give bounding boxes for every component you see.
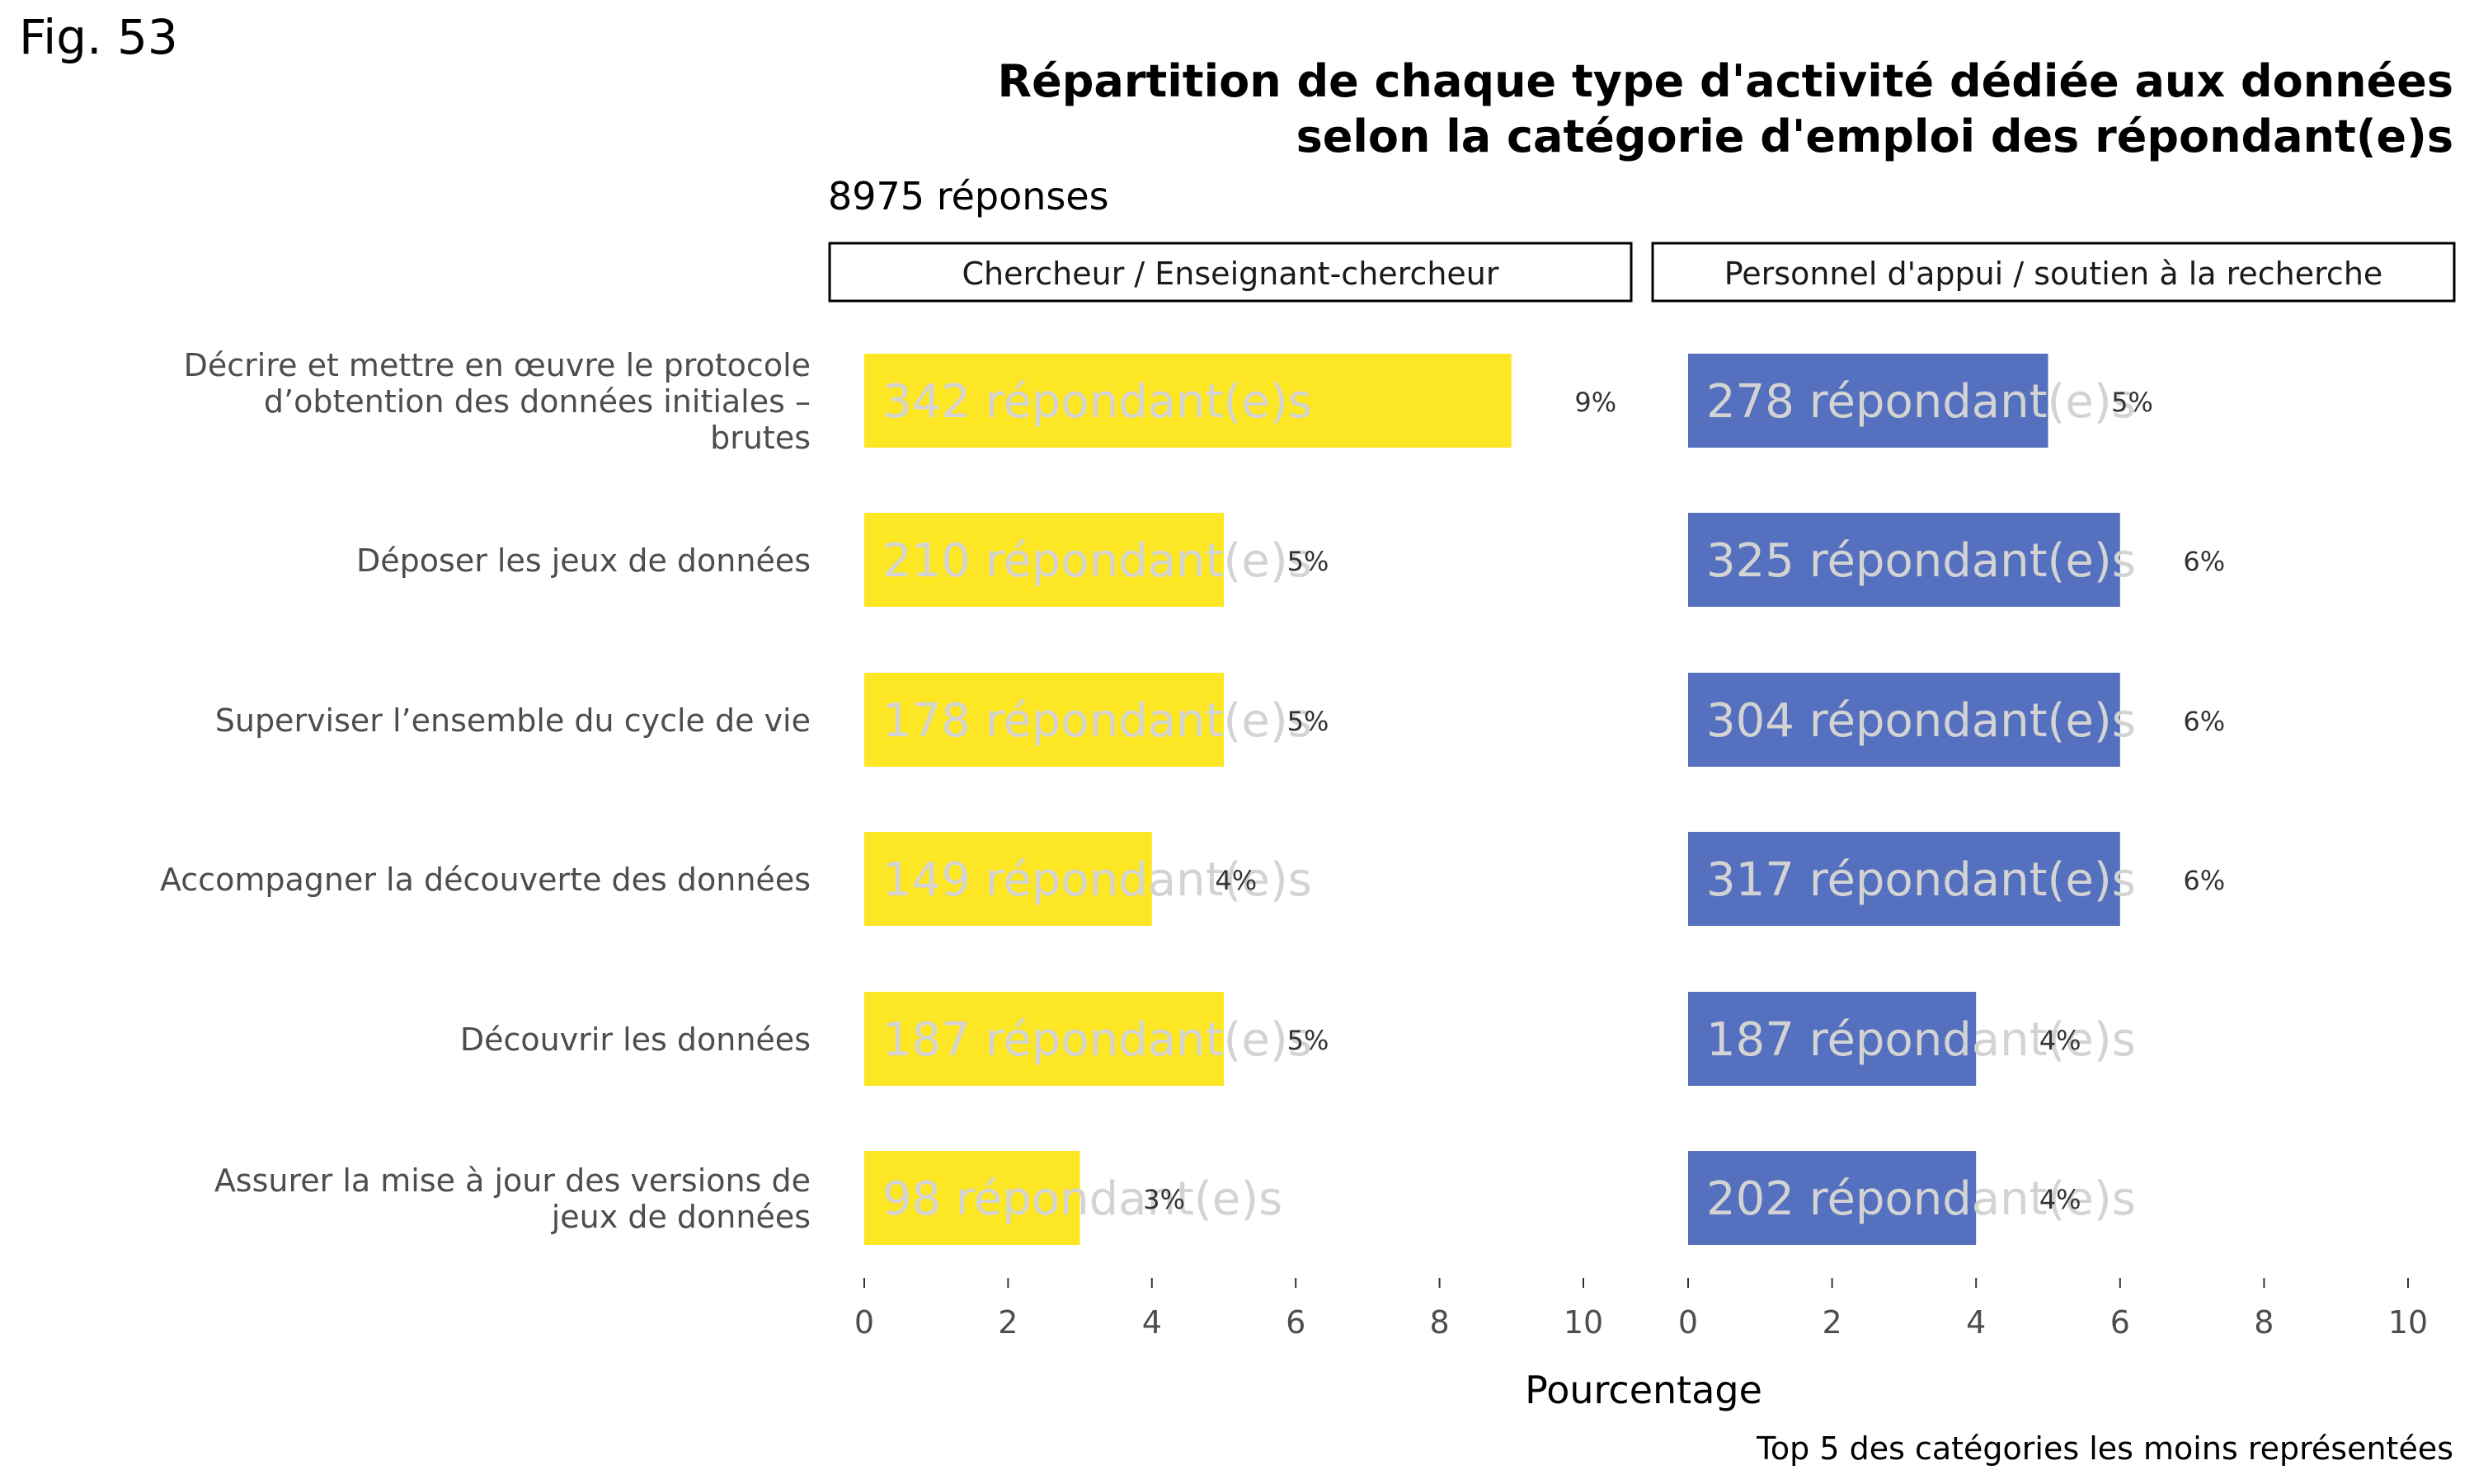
bar xyxy=(864,1151,1080,1245)
count-label: 210 répondant(e)s xyxy=(882,534,1312,588)
bar xyxy=(864,832,1152,926)
count-label: 278 répondant(e)s xyxy=(1706,375,2136,429)
facet-label: Chercheur / Enseignant-chercheur xyxy=(962,256,1498,292)
row-label: brutes xyxy=(710,420,811,456)
x-tick-label: 4 xyxy=(1142,1304,1162,1341)
chart-title-line-2: selon la catégorie d'emploi des répondan… xyxy=(1296,110,2453,162)
count-label: 149 répondant(e)s xyxy=(882,853,1312,907)
x-tick-label: 4 xyxy=(1966,1304,1986,1341)
bar xyxy=(864,354,1512,448)
row-label: Déposer les jeux de données xyxy=(356,542,811,579)
x-tick-label: 8 xyxy=(1430,1304,1450,1341)
row-label: Décrire et mettre en œuvre le protocole xyxy=(184,347,811,383)
x-axis-label: Pourcentage xyxy=(1525,1368,1762,1412)
bar xyxy=(864,673,1224,767)
count-label: 98 répondant(e)s xyxy=(882,1172,1282,1226)
figure-label: Fig. 53 xyxy=(19,9,178,65)
percent-label: 6% xyxy=(2183,865,2225,896)
plot-area: Décrire et mettre en œuvre le protocoled… xyxy=(160,242,2456,1341)
count-label: 304 répondant(e)s xyxy=(1706,694,2136,748)
percent-label: 5% xyxy=(1287,706,1329,737)
percent-label: 4% xyxy=(1215,865,1257,896)
bar xyxy=(1688,992,1977,1086)
x-tick-label: 2 xyxy=(998,1304,1018,1341)
bar xyxy=(864,992,1224,1086)
x-tick-label: 10 xyxy=(2388,1304,2428,1341)
chart-subtitle: 8975 réponses xyxy=(828,174,1109,218)
x-tick-label: 8 xyxy=(2254,1304,2274,1341)
row-label: Accompagner la découverte des données xyxy=(160,862,811,898)
percent-label: 4% xyxy=(2039,1184,2081,1215)
chart-title-line-1: Répartition de chaque type d'activité dé… xyxy=(998,55,2453,107)
count-label: 202 répondant(e)s xyxy=(1706,1172,2136,1226)
facet-label: Personnel d'appui / soutien à la recherc… xyxy=(1724,256,2383,292)
x-tick-label: 6 xyxy=(2110,1304,2130,1341)
percent-label: 5% xyxy=(2111,387,2153,418)
chart-caption: Top 5 des catégories les moins représent… xyxy=(1756,1430,2453,1467)
percent-label: 9% xyxy=(1574,387,1616,418)
x-tick-label: 0 xyxy=(854,1304,874,1341)
count-label: 187 répondant(e)s xyxy=(882,1013,1312,1067)
percent-label: 4% xyxy=(2039,1025,2081,1056)
bar xyxy=(1688,673,2120,767)
count-label: 325 répondant(e)s xyxy=(1706,534,2136,588)
bar xyxy=(1688,513,2120,607)
percent-label: 3% xyxy=(1143,1184,1185,1215)
x-tick-label: 10 xyxy=(1564,1304,1603,1341)
x-tick-label: 0 xyxy=(1678,1304,1698,1341)
x-tick-label: 6 xyxy=(1286,1304,1305,1341)
row-label: d’obtention des données initiales – xyxy=(264,383,811,420)
bar xyxy=(1688,354,2048,448)
bar xyxy=(1688,832,2120,926)
row-label: Découvrir les données xyxy=(460,1021,811,1058)
percent-label: 5% xyxy=(1287,1025,1329,1056)
x-tick-label: 2 xyxy=(1823,1304,1842,1341)
bar xyxy=(1688,1151,1977,1245)
count-label: 342 répondant(e)s xyxy=(882,375,1312,429)
row-label: Assurer la mise à jour des versions de xyxy=(214,1162,811,1199)
count-label: 317 répondant(e)s xyxy=(1706,853,2136,907)
percent-label: 5% xyxy=(1287,546,1329,577)
row-label: jeux de données xyxy=(551,1199,811,1235)
bar xyxy=(864,513,1224,607)
count-label: 187 répondant(e)s xyxy=(1706,1013,2136,1067)
count-label: 178 répondant(e)s xyxy=(882,694,1312,748)
percent-label: 6% xyxy=(2183,706,2225,737)
facet-strip xyxy=(1651,242,2456,303)
row-label: Superviser l’ensemble du cycle de vie xyxy=(215,702,811,739)
percent-label: 6% xyxy=(2183,546,2225,577)
facet-strip xyxy=(828,242,1633,303)
